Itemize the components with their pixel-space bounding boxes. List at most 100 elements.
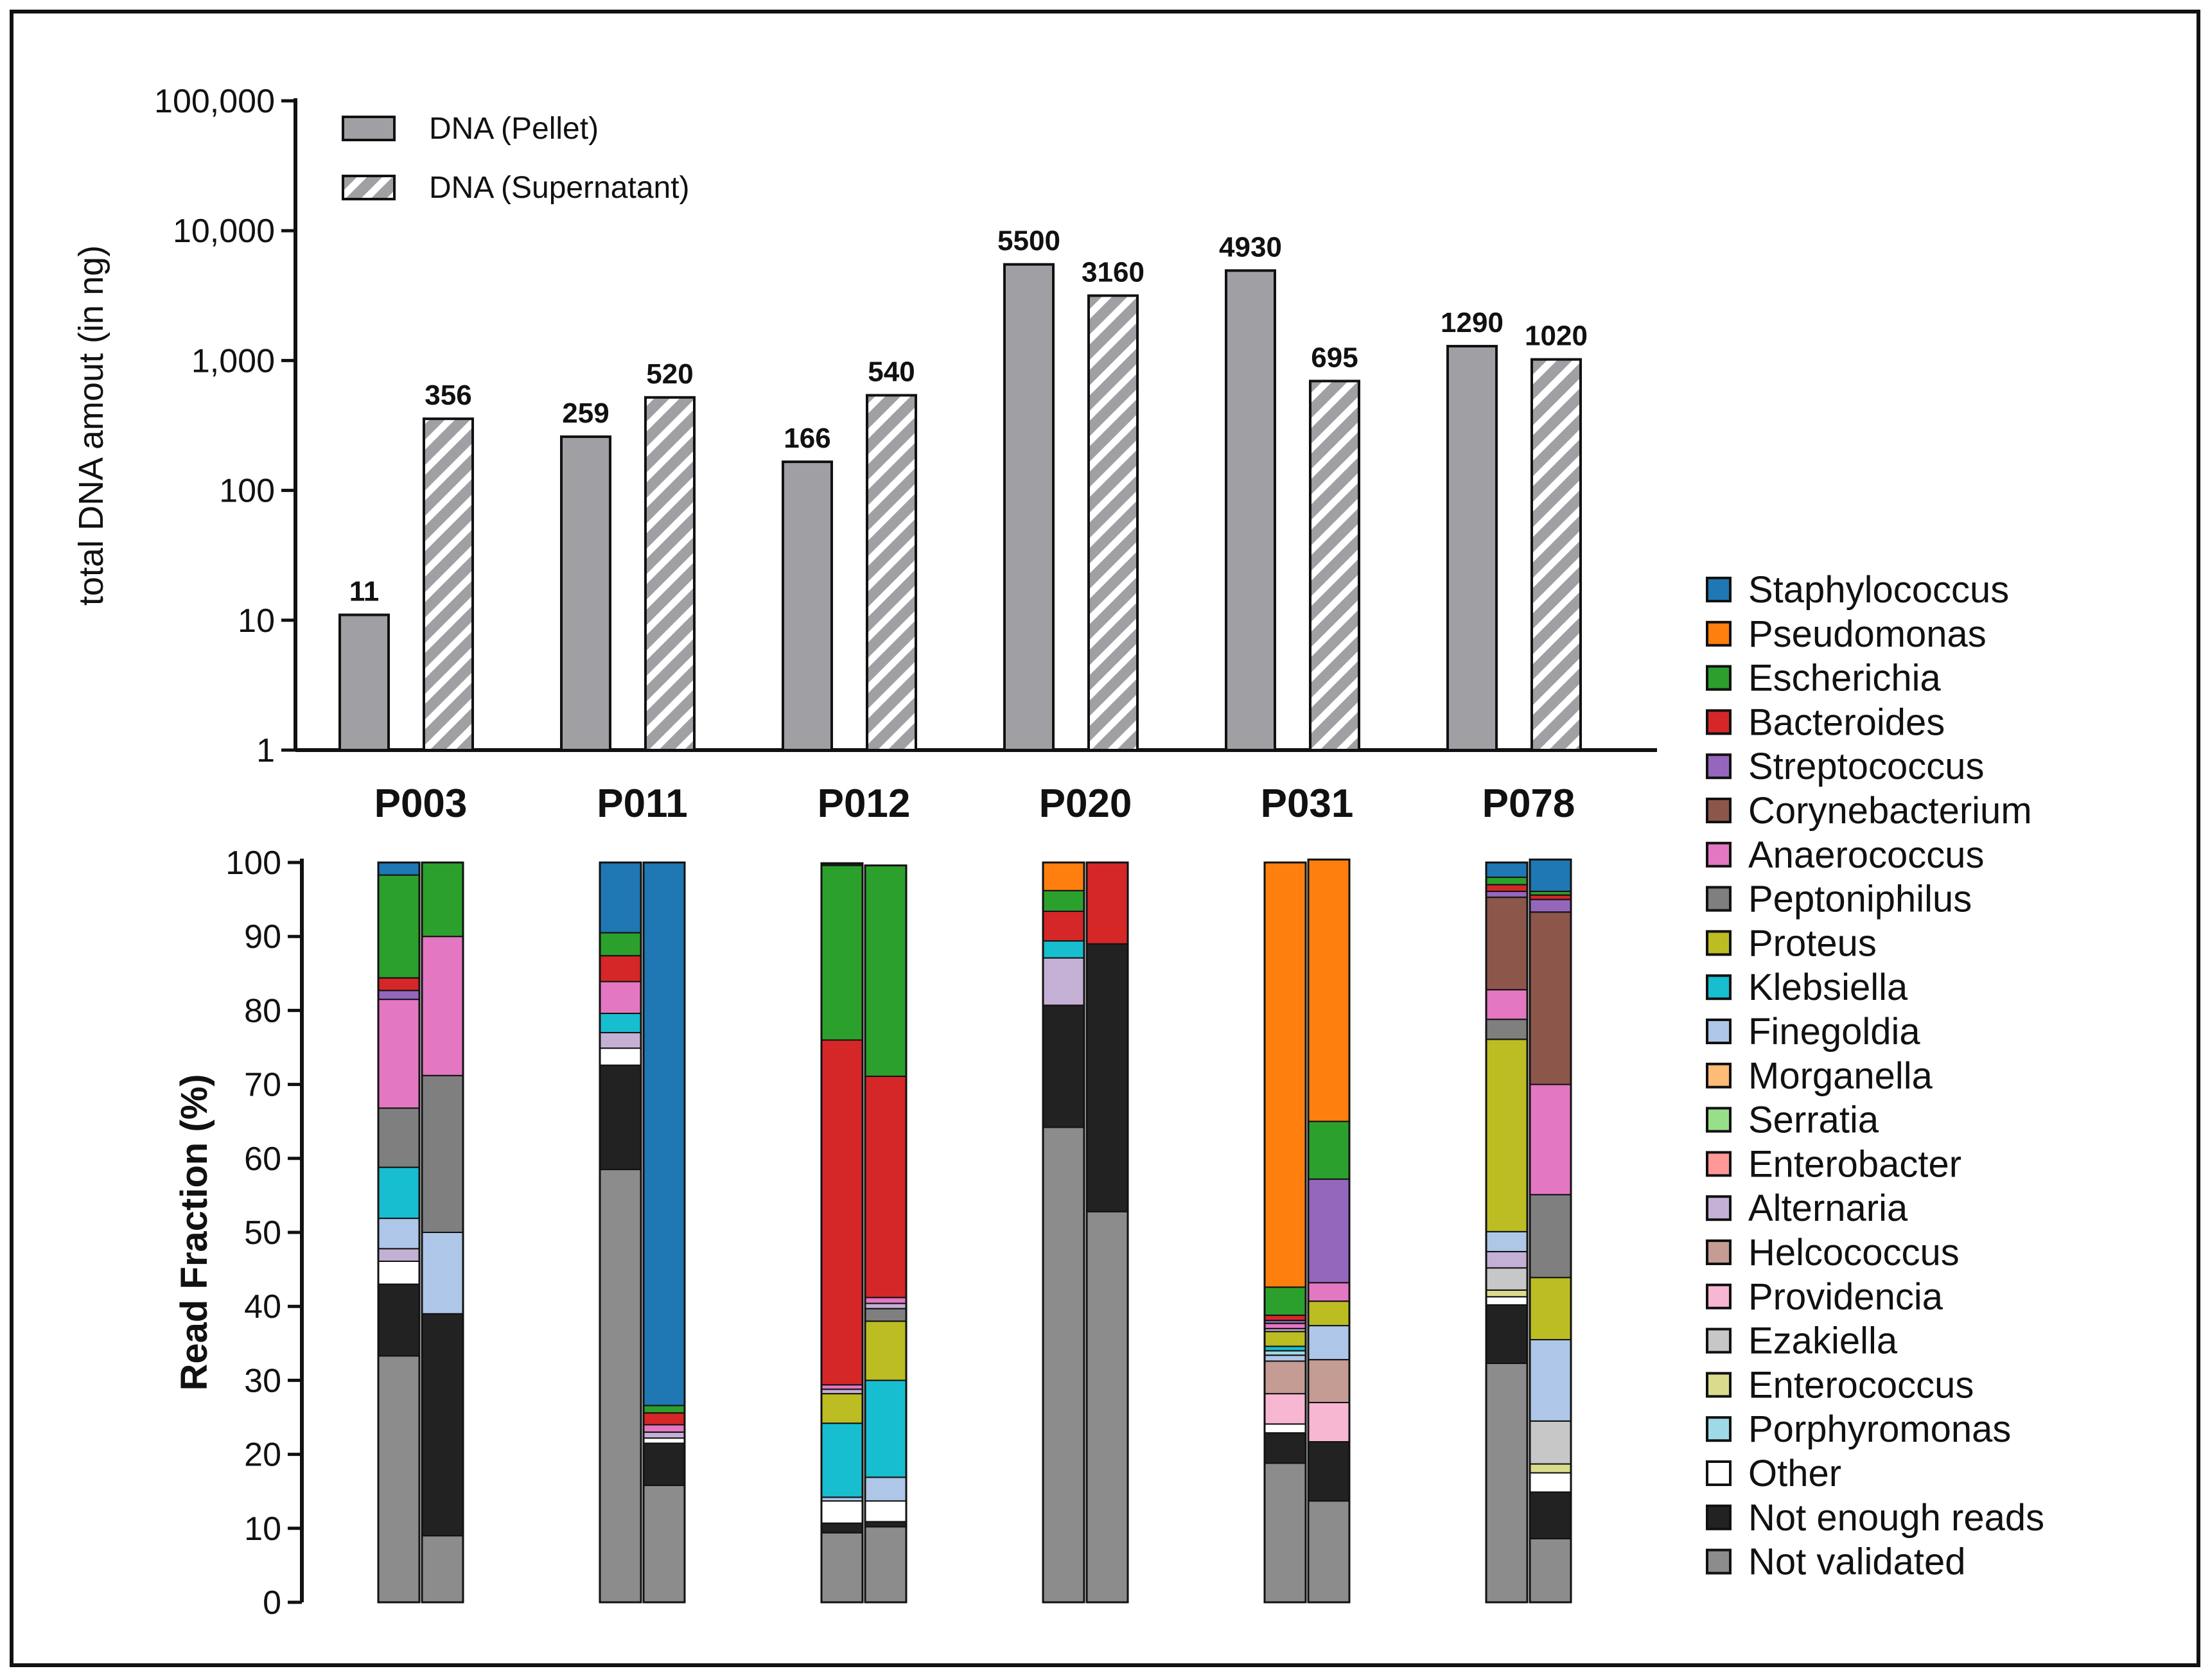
segment-pseudomonas <box>1042 862 1085 891</box>
segment-not-validated <box>643 1484 685 1603</box>
bar-outline <box>421 861 464 1604</box>
pellet-value-label-p003: 11 <box>349 575 380 607</box>
legend-label-finegoldia: Finegoldia <box>1748 1011 1920 1053</box>
segment-bacteroides <box>1486 884 1528 892</box>
segment-bacteroides <box>378 977 420 992</box>
segment-alternaria <box>378 1248 420 1262</box>
legend-swatch-klebsiella <box>1706 974 1732 1001</box>
legend-swatch-dna-pellet <box>342 116 396 141</box>
segment-alternaria <box>643 1431 685 1439</box>
segment-finegoldia <box>1486 1230 1528 1252</box>
segment-other <box>821 1500 863 1524</box>
stacked-bar-p031-pellet <box>1263 861 1307 1604</box>
segment-anaerococcus <box>821 1384 863 1390</box>
legend-swatch-anaerococcus <box>1706 841 1732 868</box>
segment-not-enough-reads <box>1486 1304 1528 1364</box>
legend-swatch-ezakiella <box>1706 1327 1732 1354</box>
segment-anaerococcus <box>378 999 420 1109</box>
segment-escherichia <box>1264 1286 1306 1317</box>
segment-alternaria <box>1042 957 1085 1006</box>
pellet-value-label-p078: 1290 <box>1441 307 1504 338</box>
legend-label-not-enough-reads: Not enough reads <box>1748 1497 2044 1539</box>
segment-peptoniphilus <box>1529 1194 1572 1279</box>
segment-peptoniphilus <box>1486 1019 1528 1040</box>
legend-swatch-enterococcus <box>1706 1372 1732 1398</box>
bottom-y-tick-label: 30 <box>244 1362 281 1399</box>
segment-bacteroides <box>643 1412 685 1426</box>
legend-swatch-escherichia <box>1706 665 1732 691</box>
pellet-bar-p003 <box>338 613 390 752</box>
segment-escherichia <box>1486 877 1528 886</box>
segment-proteus <box>864 1320 907 1381</box>
stacked-bar-p078-supernatant <box>1529 858 1572 1604</box>
stacked-bar-p012-pellet <box>820 862 864 1604</box>
stacked-bar-p003-pellet <box>377 861 421 1604</box>
segment-anaerococcus <box>1264 1322 1306 1329</box>
dna-legend: DNA (Pellet) DNA (Supernatant) <box>342 112 690 205</box>
legend-label-porphyromonas: Porphyromonas <box>1748 1408 2011 1450</box>
legend-label-not-validated: Not validated <box>1748 1541 1966 1583</box>
legend-swatch-enterobacter <box>1706 1151 1732 1177</box>
segment-ezakiella <box>1486 1267 1528 1291</box>
top-y-tick-label: 10 <box>238 602 275 640</box>
segment-not-enough-reads <box>1042 1004 1085 1128</box>
pellet-bar-p011 <box>560 435 611 751</box>
segment-anaerococcus <box>1529 1083 1572 1196</box>
segment-not-validated <box>1042 1126 1085 1603</box>
segment-escherichia <box>821 864 863 1041</box>
segment-proteus <box>1264 1331 1306 1347</box>
stacked-bar-p020-pellet <box>1042 861 1085 1604</box>
bar-outline <box>1042 861 1085 1604</box>
segment-staphylococcus <box>643 862 685 1406</box>
segment-proteus <box>1308 1300 1350 1327</box>
pellet-bar-p020 <box>1003 263 1055 751</box>
read-fraction-chart: 0 10 20 30 40 50 60 70 80 90 100 Read Fraction (%) <box>173 844 1572 1622</box>
sample-label-p031: P031 <box>1261 782 1354 826</box>
bottom-y-tick-label: 40 <box>244 1288 281 1326</box>
legend-swatch-staphylococcus <box>1706 577 1732 602</box>
sample-label-p020: P020 <box>1039 782 1132 826</box>
segment-other <box>1264 1423 1306 1434</box>
pellet-bar-p031 <box>1225 269 1276 752</box>
genus-legend: StaphylococcusPseudomonasEscherichiaBact… <box>1706 569 2044 1583</box>
bar-outline <box>599 861 642 1604</box>
pellet-value-label-p011: 259 <box>562 398 609 429</box>
segment-peptoniphilus <box>421 1074 464 1233</box>
supernatant-bar-p031 <box>1309 380 1360 751</box>
legend-label-klebsiella: Klebsiella <box>1748 967 1908 1008</box>
stacked-bar-p012-supernatant <box>864 864 908 1604</box>
segment-escherichia <box>378 874 420 979</box>
pellet-bar-p012 <box>782 460 833 751</box>
segment-providencia <box>1308 1401 1350 1443</box>
legend-label-pseudomonas: Pseudomonas <box>1748 613 1986 655</box>
segment-finegoldia <box>378 1218 420 1250</box>
segment-anaerococcus <box>599 981 642 1015</box>
segment-klebsiella <box>864 1379 907 1478</box>
segment-pseudomonas <box>1264 862 1306 1288</box>
segment-not-validated <box>864 1526 907 1604</box>
segment-not-enough-reads <box>421 1313 464 1537</box>
legend-swatch-bacteroides <box>1706 709 1732 735</box>
segment-providencia <box>1264 1393 1306 1425</box>
segment-staphylococcus <box>599 862 642 934</box>
legend-label-enterococcus: Enterococcus <box>1748 1364 1974 1406</box>
legend-swatch-not-validated <box>1706 1548 1732 1575</box>
legend-swatch-alternaria <box>1706 1195 1732 1221</box>
bottom-y-tick-label: 10 <box>244 1510 281 1548</box>
sample-label-p003: P003 <box>374 782 468 826</box>
bottom-y-tick-label: 80 <box>244 992 281 1029</box>
segment-bacteroides <box>599 955 642 983</box>
legend-swatch-other <box>1706 1460 1732 1486</box>
legend-swatch-morganella <box>1706 1062 1732 1089</box>
top-y-tick-label: 100,000 <box>154 83 275 120</box>
bar-outline <box>820 862 864 1604</box>
segment-klebsiella <box>599 1013 642 1033</box>
bottom-y-tick-label: 50 <box>244 1214 281 1252</box>
segment-escherichia <box>599 932 642 957</box>
segment-finegoldia <box>421 1232 464 1315</box>
supernatant-value-label-p020: 3160 <box>1082 256 1144 288</box>
pellet-bar-p078 <box>1446 345 1498 751</box>
segment-anaerococcus <box>1486 989 1528 1020</box>
legend-swatch-helcococcus <box>1706 1239 1732 1265</box>
